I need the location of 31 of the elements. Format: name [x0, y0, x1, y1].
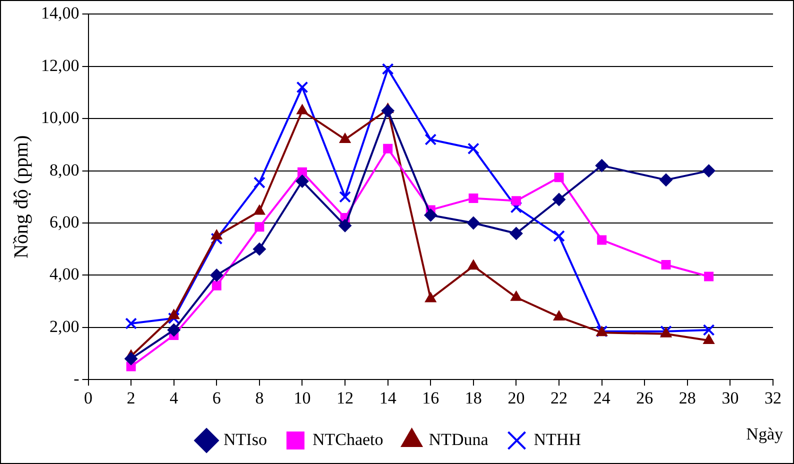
x-tick-label: 28 — [678, 388, 696, 408]
x-tick-label: 22 — [550, 388, 568, 408]
legend-label: NTChaeto — [312, 430, 384, 449]
x-tick-label: 14 — [379, 388, 397, 408]
y-tick-label: 12,00 — [41, 56, 80, 75]
legend-label: NTIso — [224, 430, 267, 449]
y-tick-label: 2,00 — [50, 316, 80, 336]
x-tick-label: 26 — [636, 388, 654, 408]
y-tick-label: - — [74, 369, 80, 388]
y-tick-label: 14,00 — [41, 4, 80, 23]
y-tick-label: 4,00 — [50, 264, 80, 284]
legend-label: NTHH — [534, 430, 581, 449]
x-tick-label: 18 — [464, 388, 482, 408]
x-tick-label: 8 — [255, 388, 264, 408]
x-tick-label: 12 — [336, 388, 354, 408]
x-tick-label: 4 — [170, 388, 179, 408]
x-tick-label: 20 — [508, 388, 525, 408]
legend-label: NTDuna — [428, 430, 489, 449]
x-tick-label: 0 — [84, 388, 92, 408]
x-tick-label: 6 — [212, 388, 221, 408]
x-axis-title: Ngày — [746, 424, 784, 444]
x-tick-label: 2 — [126, 388, 136, 408]
x-tick-label: 30 — [722, 388, 739, 408]
x-tick-label: 10 — [294, 388, 311, 408]
x-tick-label: 24 — [593, 388, 611, 408]
x-tick-label: 32 — [764, 388, 782, 408]
y-axis-title: Nồng độ (ppm) — [10, 135, 32, 259]
y-tick-label: 6,00 — [50, 212, 80, 232]
y-tick-label: 10,00 — [41, 108, 80, 128]
y-tick-label: 8,00 — [50, 160, 80, 180]
x-tick-label: 16 — [422, 388, 440, 408]
